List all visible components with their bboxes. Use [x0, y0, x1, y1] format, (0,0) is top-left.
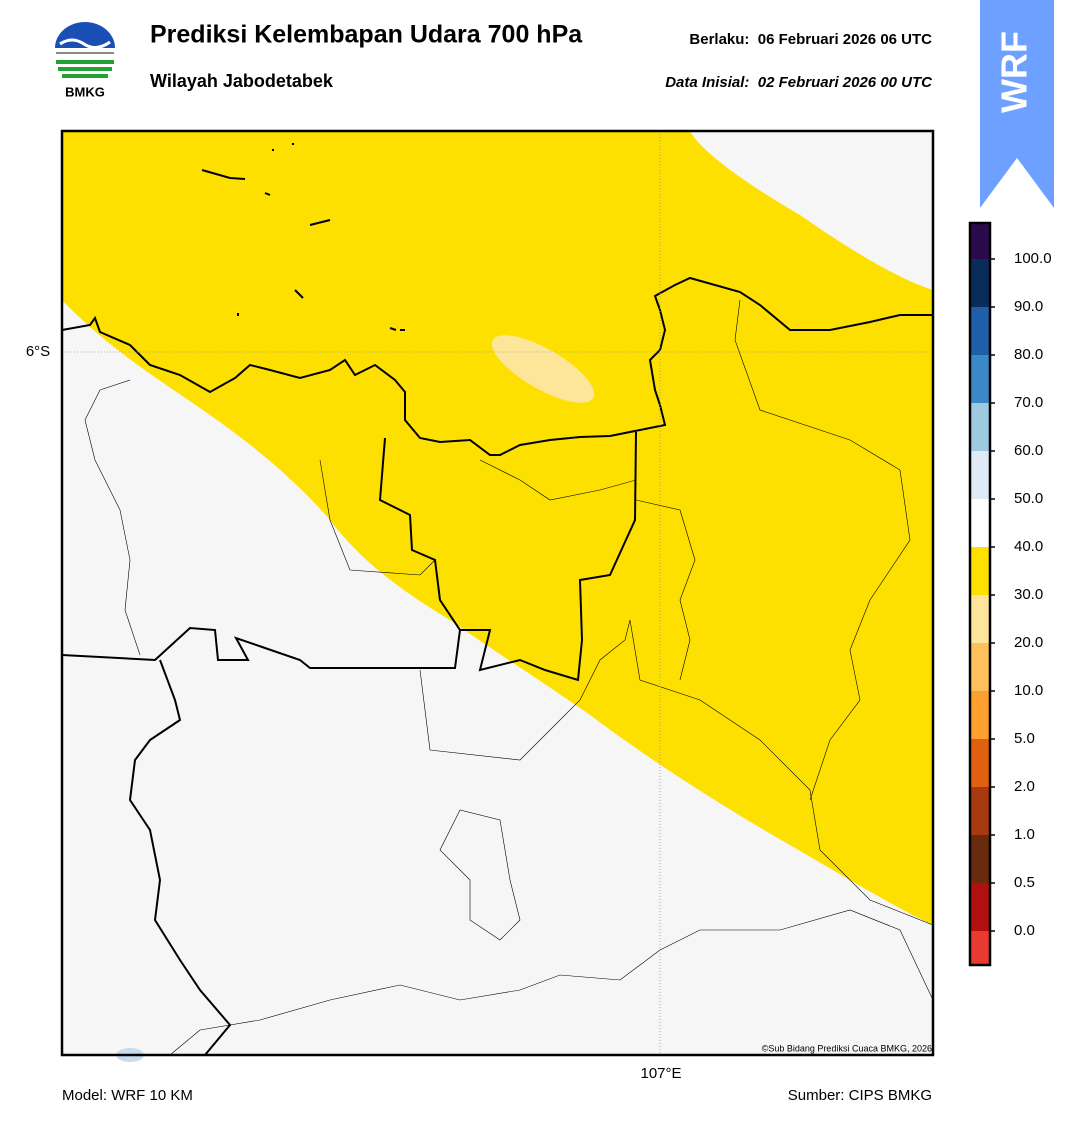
colorbar-label: 30.0 [1014, 586, 1043, 603]
colorbar-segment [970, 883, 990, 931]
colorbar-segment [970, 259, 990, 307]
colorbar-label: 10.0 [1014, 682, 1043, 699]
badge-text: WRF [994, 31, 1035, 113]
colorbar-segment [970, 223, 990, 259]
colorbar-segment [970, 499, 990, 547]
badge [980, 0, 1054, 208]
colorbar-frame [968, 221, 992, 967]
colorbar-label: 1.0 [1014, 826, 1035, 843]
humidity-20-30 [491, 335, 595, 403]
colorbar-segment [970, 931, 990, 965]
colorbar-segment [970, 451, 990, 499]
lon-label: 107°E [640, 1065, 681, 1082]
colorbar-segment [970, 307, 990, 355]
colorbar-segment [970, 547, 990, 595]
colorbar-segment [970, 739, 990, 787]
colorbar-label: 40.0 [1014, 538, 1043, 555]
colorbar-label: 80.0 [1014, 346, 1043, 363]
colorbar-segment [970, 835, 990, 883]
lat-label: 6°S [26, 343, 50, 360]
colorbar-segment [970, 595, 990, 643]
colorbar-label: 50.0 [1014, 490, 1043, 507]
colorbar-segment [970, 355, 990, 403]
region: Wilayah Jabodetabek [150, 71, 334, 91]
title: Prediksi Kelembapan Udara 700 hPa [150, 21, 583, 49]
map: ©Sub Bidang Prediksi Cuaca BMKG, 2026 [60, 129, 935, 1062]
colorbar-segment [970, 403, 990, 451]
colorbar-label: 100.0 [1014, 250, 1052, 267]
colorbar-label: 20.0 [1014, 634, 1043, 651]
colorbar-label: 0.0 [1014, 922, 1035, 939]
credit: ©Sub Bidang Prediksi Cuaca BMKG, 2026 [762, 1043, 932, 1053]
humidity-30-40 [62, 131, 933, 925]
colorbar-label: 5.0 [1014, 730, 1035, 747]
footer-model: Model: WRF 10 KM [62, 1087, 193, 1104]
colorbar-segment [970, 643, 990, 691]
logo: BMKG [55, 22, 115, 99]
initial-time: Data Inisial: 02 Februari 2026 00 UTC [665, 74, 933, 91]
colorbar-segment [970, 787, 990, 835]
colorbar-label: 60.0 [1014, 442, 1043, 459]
colorbar-label: 2.0 [1014, 778, 1035, 795]
colorbar-label: 0.5 [1014, 874, 1035, 891]
colorbar-label: 70.0 [1014, 394, 1043, 411]
colorbar: 100.0 90.0 80.0 70.0 60.0 50.0 40.0 30.0 20.0 10.… [968, 221, 1052, 967]
valid-time: Berlaku: 06 Februari 2026 06 UTC [689, 31, 932, 48]
colorbar-segment [970, 691, 990, 739]
footer-source: Sumber: CIPS BMKG [788, 1087, 932, 1104]
colorbar-label: 90.0 [1014, 298, 1043, 315]
logo-text: BMKG [65, 84, 105, 99]
